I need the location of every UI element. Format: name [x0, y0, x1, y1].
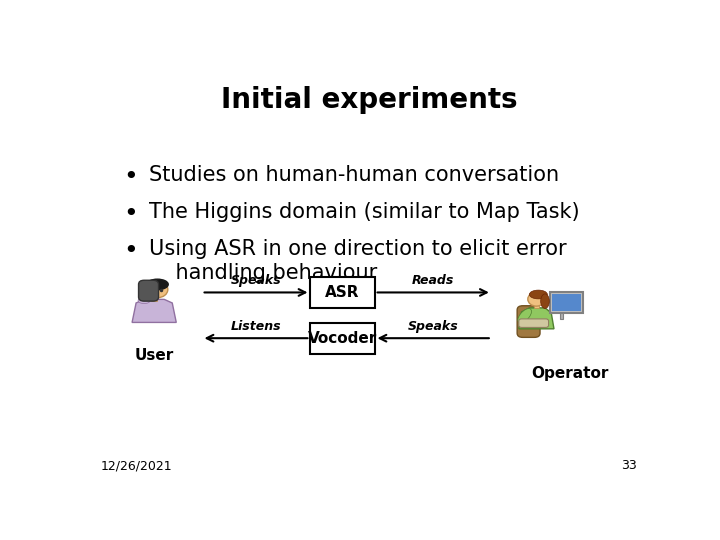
Ellipse shape	[541, 294, 549, 308]
Text: Initial experiments: Initial experiments	[221, 85, 517, 113]
Ellipse shape	[147, 281, 168, 298]
Ellipse shape	[138, 298, 150, 303]
Polygon shape	[519, 308, 554, 329]
Text: ASR: ASR	[325, 285, 360, 300]
Text: User: User	[135, 348, 174, 362]
FancyBboxPatch shape	[151, 295, 158, 301]
Ellipse shape	[518, 308, 531, 323]
Text: 12/26/2021: 12/26/2021	[101, 460, 173, 472]
Text: Listens: Listens	[230, 320, 282, 333]
Text: 33: 33	[621, 460, 637, 472]
FancyBboxPatch shape	[138, 280, 158, 301]
Ellipse shape	[528, 292, 545, 306]
FancyBboxPatch shape	[310, 322, 374, 354]
FancyBboxPatch shape	[552, 294, 581, 311]
Text: •: •	[124, 165, 138, 188]
Text: Using ASR in one direction to elicit error
    handling behaviour: Using ASR in one direction to elicit err…	[148, 239, 566, 282]
Text: Speaks: Speaks	[230, 274, 282, 287]
Ellipse shape	[529, 290, 547, 299]
Text: Operator: Operator	[531, 366, 608, 381]
FancyBboxPatch shape	[310, 277, 374, 308]
FancyBboxPatch shape	[519, 319, 549, 327]
Text: •: •	[124, 202, 138, 226]
FancyBboxPatch shape	[517, 306, 540, 338]
Text: Vocoder: Vocoder	[308, 330, 377, 346]
Text: The Higgins domain (similar to Map Task): The Higgins domain (similar to Map Task)	[148, 202, 579, 222]
Ellipse shape	[143, 284, 154, 301]
Polygon shape	[132, 299, 176, 322]
FancyBboxPatch shape	[550, 292, 583, 313]
FancyBboxPatch shape	[534, 305, 539, 308]
Text: Reads: Reads	[412, 274, 454, 287]
Ellipse shape	[147, 279, 168, 289]
Text: Studies on human-human conversation: Studies on human-human conversation	[148, 165, 559, 185]
Text: •: •	[124, 239, 138, 264]
FancyBboxPatch shape	[560, 312, 563, 319]
Text: Speaks: Speaks	[408, 320, 459, 333]
